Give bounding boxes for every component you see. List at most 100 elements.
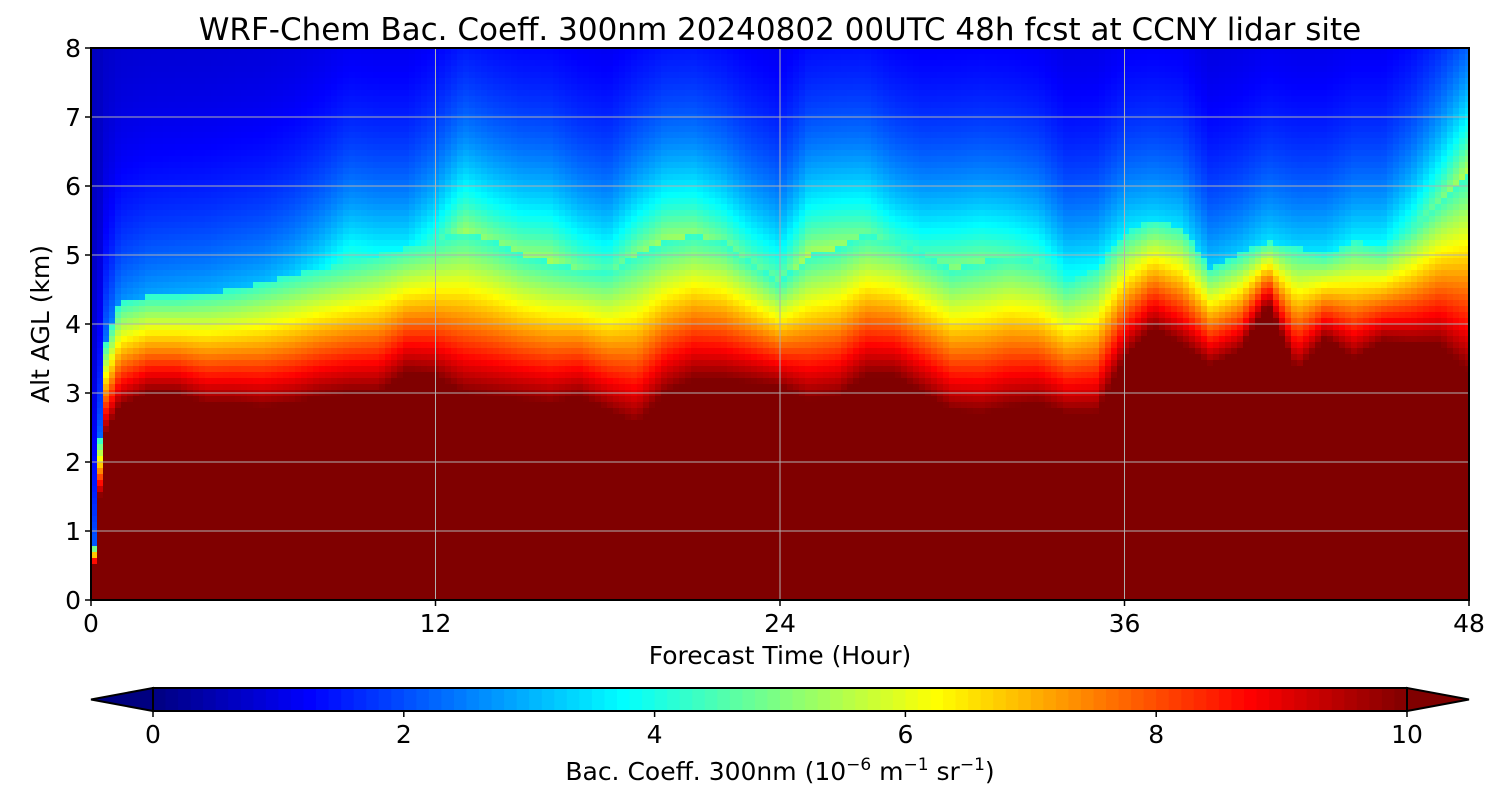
heatmap-cell (373, 366, 380, 373)
heatmap-cell (379, 318, 386, 325)
heatmap-cell (391, 132, 398, 139)
heatmap-cell (187, 180, 194, 187)
heatmap-cell (403, 216, 410, 223)
heatmap-cell (301, 156, 308, 163)
heatmap-cell (331, 336, 338, 343)
heatmap-cell (133, 276, 140, 283)
heatmap-cell (379, 78, 386, 85)
heatmap-cell (361, 318, 368, 325)
heatmap-cell (205, 342, 212, 349)
heatmap-cell (223, 522, 230, 529)
heatmap-cell (235, 306, 242, 313)
heatmap-cell (343, 270, 350, 277)
heatmap-cell (403, 186, 410, 193)
heatmap-cell (115, 360, 122, 367)
heatmap-cell (361, 300, 368, 307)
heatmap-cell (169, 246, 176, 253)
heatmap-cell (91, 516, 98, 523)
heatmap-cell (205, 54, 212, 61)
heatmap-cell (187, 468, 194, 475)
heatmap-cell (277, 360, 284, 367)
heatmap-cell (397, 270, 404, 277)
heatmap-cell (91, 282, 98, 289)
heatmap-cell (199, 222, 206, 229)
heatmap-cell (109, 444, 116, 451)
heatmap-cell (235, 180, 242, 187)
heatmap-cell (301, 492, 308, 499)
heatmap-cell (103, 228, 110, 235)
heatmap-cell (337, 258, 344, 265)
heatmap-cell (121, 384, 128, 391)
heatmap-cell (175, 516, 182, 523)
heatmap-cell (283, 168, 290, 175)
heatmap-cell (325, 552, 332, 559)
heatmap-cell (199, 318, 206, 325)
heatmap-cell (385, 576, 392, 583)
heatmap-cell (247, 492, 254, 499)
heatmap-cell (301, 498, 308, 505)
heatmap-cell (115, 234, 122, 241)
heatmap-cell (373, 414, 380, 421)
heatmap-cell (229, 300, 236, 307)
heatmap-cell (211, 558, 218, 565)
heatmap-cell (253, 552, 260, 559)
heatmap-cell (199, 342, 206, 349)
heatmap-cell (211, 192, 218, 199)
heatmap-cell (247, 66, 254, 73)
heatmap-cell (301, 222, 308, 229)
heatmap-cell (349, 318, 356, 325)
heatmap-cell (217, 246, 224, 253)
heatmap-cell (283, 120, 290, 127)
heatmap-cell (331, 474, 338, 481)
heatmap-cell (259, 552, 266, 559)
heatmap-cell (211, 342, 218, 349)
heatmap-cell (187, 84, 194, 91)
heatmap-cell (133, 444, 140, 451)
heatmap-cell (217, 192, 224, 199)
heatmap-cell (133, 168, 140, 175)
heatmap-cell (91, 456, 98, 463)
heatmap-cell (205, 576, 212, 583)
heatmap-cell (355, 492, 362, 499)
heatmap-cell (379, 408, 386, 415)
heatmap-cell (163, 408, 170, 415)
heatmap-cell (301, 204, 308, 211)
heatmap-cell (373, 426, 380, 433)
heatmap-cell (217, 186, 224, 193)
heatmap-cell (355, 90, 362, 97)
heatmap-cell (259, 330, 266, 337)
heatmap-cell (253, 150, 260, 157)
heatmap-cell (271, 510, 278, 517)
heatmap-cell (391, 378, 398, 385)
heatmap-cell (355, 468, 362, 475)
heatmap-cell (151, 108, 158, 115)
heatmap-cell (271, 72, 278, 79)
heatmap-cell (379, 330, 386, 337)
heatmap-cell (217, 462, 224, 469)
heatmap-cell (403, 432, 410, 439)
heatmap-cell (277, 594, 284, 601)
heatmap-cell (229, 570, 236, 577)
heatmap-cell (127, 342, 134, 349)
heatmap-cell (313, 180, 320, 187)
heatmap-cell (379, 216, 386, 223)
heatmap-cell (289, 174, 296, 181)
heatmap-cell (391, 510, 398, 517)
heatmap-cell (379, 558, 386, 565)
heatmap-cell (181, 126, 188, 133)
heatmap-cell (253, 384, 260, 391)
heatmap-cell (337, 66, 344, 73)
heatmap-cell (229, 408, 236, 415)
heatmap-cell (199, 414, 206, 421)
heatmap-cell (355, 318, 362, 325)
heatmap-cell (253, 270, 260, 277)
heatmap-cell (343, 276, 350, 283)
heatmap-cell (403, 354, 410, 361)
heatmap-cell (181, 306, 188, 313)
heatmap-cell (391, 180, 398, 187)
heatmap-cell (319, 324, 326, 331)
heatmap-cell (223, 534, 230, 541)
heatmap-cell (265, 372, 272, 379)
heatmap-cell (223, 282, 230, 289)
heatmap-cell (337, 408, 344, 415)
